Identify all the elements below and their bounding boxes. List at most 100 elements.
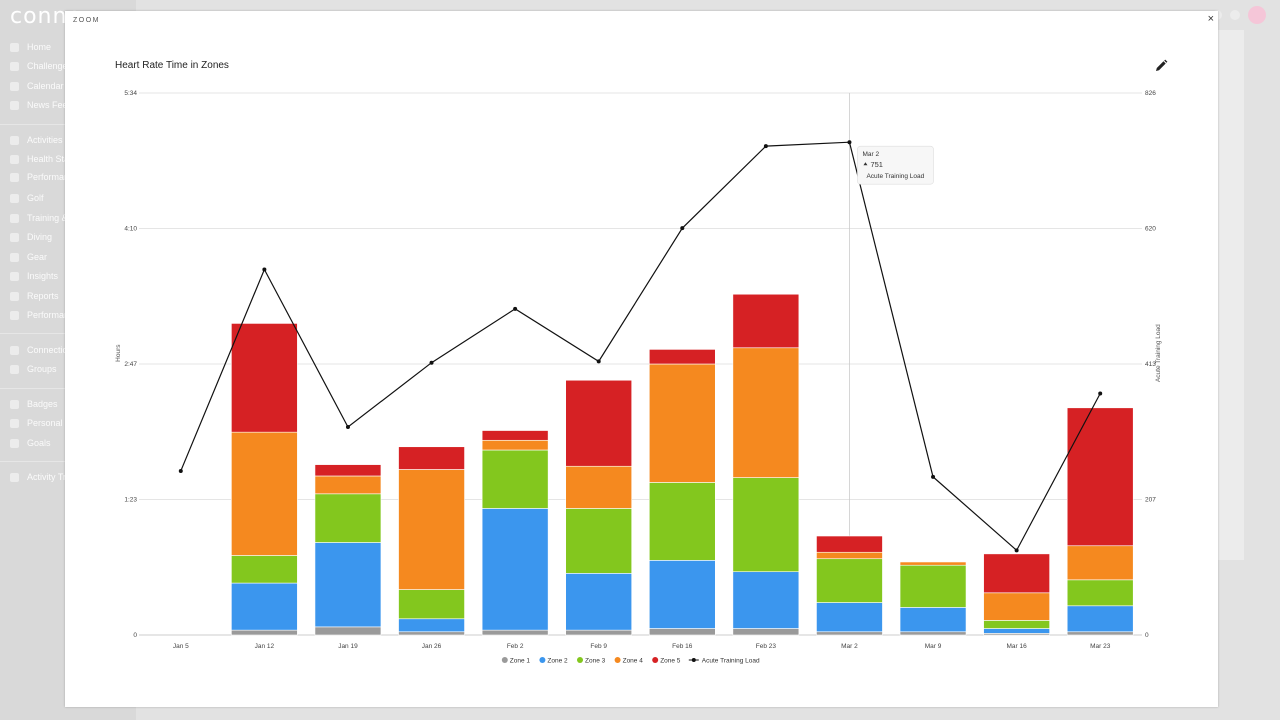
- bar-zone-4-jan-19: [314, 475, 382, 495]
- sidebar-item-10[interactable]: Gear: [10, 252, 47, 262]
- bar-zone-5-feb-16: [648, 349, 716, 365]
- sidebar-item-label: Personal R: [27, 418, 72, 428]
- x-tick-label: Feb 23: [756, 643, 777, 650]
- acute-training-load-line: [180, 141, 1101, 552]
- bar-zone-4-mar-16: [983, 592, 1050, 621]
- chart: 0 1:23 2:47 4:10 5:34 0 207 413 620 826 Hours Acute…: [115, 90, 1162, 664]
- location-icon[interactable]: [1230, 10, 1240, 20]
- tooltip-box: [857, 145, 934, 185]
- home-icon: [10, 42, 19, 52]
- bar-zone-3-feb-23: [732, 477, 800, 573]
- sidebar-item-label: Activities: [27, 135, 63, 145]
- x-tick-label: Feb 16: [672, 643, 693, 650]
- bar-zone-1-feb-16: [648, 628, 716, 636]
- sidebar-item-18[interactable]: Goals: [10, 438, 51, 448]
- bar-zone-5-mar-16: [983, 553, 1050, 594]
- gear-icon: [10, 252, 19, 262]
- bar-zone-1-jan-26: [398, 631, 465, 636]
- sidebar-item-5[interactable]: Health Stats: [10, 154, 76, 164]
- diving-icon: [10, 232, 19, 242]
- sidebar-item-label: Training &: [27, 213, 68, 223]
- challenges-icon: [10, 61, 19, 71]
- tooltip-value: 751: [870, 160, 883, 169]
- bar-zone-2-jan-26: [398, 618, 465, 633]
- bar-zone-2-feb-9: [565, 573, 633, 631]
- sidebar-item-17[interactable]: Personal R: [10, 418, 72, 428]
- bar-zone-4-jan-12: [231, 431, 298, 556]
- sidebar-item-2[interactable]: Calendar: [10, 81, 64, 91]
- sidebar-item-label: Gear: [27, 252, 48, 262]
- sidebar-item-19[interactable]: Activity Tra: [10, 472, 71, 482]
- bar-zone-2-feb-16: [648, 560, 716, 629]
- pencil-icon[interactable]: [1154, 59, 1168, 73]
- bar-zone-1-jan-12: [231, 629, 298, 636]
- y-tick-label: 0: [133, 632, 137, 639]
- bar-zone-3-jan-12: [231, 555, 298, 584]
- background-side-panel: [1218, 30, 1244, 560]
- sidebar-item-12[interactable]: Reports: [10, 291, 59, 301]
- news-feed-icon: [10, 100, 19, 110]
- sidebar-item-3[interactable]: News Feed: [10, 100, 73, 110]
- legend-label: Zone 4: [623, 657, 644, 664]
- bar-zone-1-mar-23: [1066, 631, 1134, 636]
- line-point-mar-16: [1014, 548, 1019, 553]
- bar-zone-3-jan-19: [314, 493, 382, 543]
- y2-tick-label: 620: [1145, 226, 1156, 233]
- bar-zone-1-feb-9: [565, 629, 633, 636]
- sidebar-item-label: Badges: [27, 399, 58, 409]
- line-point-feb-23: [763, 144, 768, 149]
- sidebar-item-9[interactable]: Diving: [10, 232, 52, 242]
- y-tick-label: 4:10: [124, 226, 137, 233]
- bar-zone-5-feb-9: [565, 379, 633, 467]
- insights-icon: [10, 271, 19, 281]
- sidebar-item-1[interactable]: Challenges: [10, 61, 72, 71]
- bar-zone-5-feb-2: [481, 430, 549, 441]
- bar-zone-3-feb-16: [648, 482, 716, 561]
- legend-label: Acute Training Load: [702, 657, 760, 664]
- legend-label: Zone 5: [660, 657, 681, 664]
- sidebar-item-0[interactable]: Home: [10, 42, 51, 52]
- avatar[interactable]: [1248, 6, 1266, 24]
- bar-zone-5-jan-26: [398, 446, 465, 470]
- bar-zone-3-mar-23: [1066, 579, 1134, 607]
- sidebar-item-13[interactable]: Performan: [10, 310, 69, 320]
- x-tick-label: Feb 2: [507, 643, 524, 650]
- sidebar-item-8[interactable]: Training &: [10, 213, 68, 223]
- bar-zone-1-mar-2: [816, 631, 883, 636]
- y-tick-label: 1:23: [124, 497, 137, 504]
- bar-zone-3-feb-9: [565, 508, 633, 574]
- sidebar-item-6[interactable]: Performance: [10, 172, 79, 182]
- sidebar-item-15[interactable]: Groups: [10, 364, 57, 374]
- x-tick-label: Mar 2: [841, 643, 858, 650]
- sidebar-item-label: Groups: [27, 364, 57, 374]
- bar-zone-3-mar-16: [983, 620, 1050, 629]
- bar-zone-5-mar-23: [1066, 407, 1134, 547]
- x-tick-label: Jan 19: [338, 643, 358, 650]
- connections-icon: [10, 345, 19, 355]
- legend-label: Zone 1: [510, 657, 531, 664]
- close-button[interactable]: ×: [1207, 13, 1214, 25]
- sidebar-item-7[interactable]: Golf: [10, 193, 44, 203]
- golf-icon: [10, 193, 19, 203]
- sidebar-item-11[interactable]: Insights: [10, 271, 58, 281]
- sidebar-item-label: Performance: [27, 172, 79, 182]
- sidebar-item-14[interactable]: Connections: [10, 345, 77, 355]
- bar-zone-5-mar-2: [816, 535, 883, 553]
- tooltip-label: Acute Training Load: [866, 173, 924, 180]
- sidebar-item-16[interactable]: Badges: [10, 399, 58, 409]
- bar-zone-1-feb-2: [481, 629, 549, 636]
- top-bar-icons: [1212, 6, 1266, 24]
- sidebar-item-label: Calendar: [27, 81, 64, 91]
- line-point-feb-9: [596, 359, 601, 364]
- bar-zone-2-mar-9: [899, 607, 967, 633]
- x-tick-label: Mar 16: [1007, 643, 1028, 650]
- bar-zone-3-jan-26: [398, 589, 465, 620]
- bar-zone-2-feb-2: [481, 508, 549, 631]
- tooltip-marker-icon: [863, 162, 868, 166]
- sidebar-item-4[interactable]: Activities: [10, 135, 63, 145]
- training-icon: [10, 213, 19, 223]
- activities-icon: [10, 135, 19, 145]
- bar-zone-3-mar-9: [899, 564, 967, 608]
- heart-icon: [10, 154, 19, 164]
- line-point-feb-2: [513, 306, 518, 311]
